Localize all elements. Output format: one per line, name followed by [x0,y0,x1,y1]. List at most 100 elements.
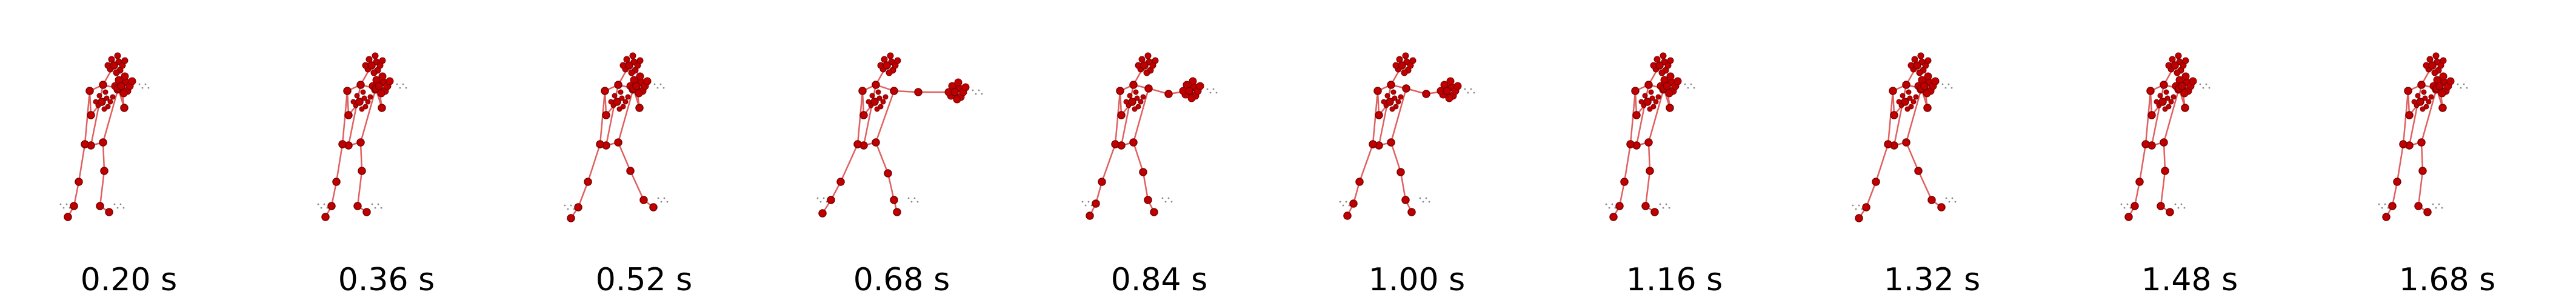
joint-marker [361,95,367,101]
joint-marker [858,87,867,95]
joint-marker [2446,77,2455,85]
joint-marker [1387,138,1395,147]
joint-marker [1910,99,1917,105]
joint-marker [2124,213,2133,221]
joint-marker [1902,81,1910,89]
motion-trail-dot [1087,201,1090,203]
skeleton-figure [59,52,150,221]
joint-marker [890,87,898,95]
joint-marker [1924,57,1932,64]
joint-marker [1920,82,1929,90]
joint-marker [629,52,636,59]
joint-marker [1642,93,1648,99]
bone-segment [335,144,344,182]
joint-marker [2162,106,2168,112]
joint-marker [1917,52,1924,59]
joint-marker [1152,57,1159,64]
motion-trail-dot [1464,88,1466,90]
motion-trail-dot [978,89,980,92]
joint-marker [344,111,353,119]
bone-segment [2402,90,2409,145]
time-label: 0.36 s [338,262,435,298]
motion-trail-dot [657,197,659,199]
motion-trail-dot [564,204,566,207]
joint-marker [99,81,107,89]
joint-marker [2163,89,2169,95]
bone-segment [356,170,363,207]
joint-marker [1401,196,1410,204]
joint-marker [96,93,102,99]
joint-marker [1896,99,1902,105]
pose-frame: 0.68 s [773,0,1030,303]
joint-marker [110,61,118,70]
motion-trail-dot [1954,201,1957,203]
motion-trail-dot [2435,207,2437,209]
joint-marker [1631,87,1640,95]
joint-marker [2160,138,2168,147]
joint-marker [869,93,875,99]
bone-segment [577,181,589,208]
joint-marker [1923,89,1931,98]
joint-marker [1409,57,1416,64]
joint-marker [332,178,341,186]
joint-marker [2423,208,2432,216]
time-label: 1.16 s [1626,262,1723,298]
joint-marker [121,72,129,81]
bone-segment [102,88,119,143]
motion-trail-dot [2432,203,2434,205]
joint-marker [614,81,622,89]
motion-trail-dot [1941,83,1944,85]
joint-marker [601,87,609,95]
joint-marker [914,88,923,96]
joint-marker [2141,140,2150,148]
joint-marker [1349,199,1358,208]
bone-segment [2144,90,2152,145]
bone-segment [1390,88,1407,143]
motion-trail-dot [65,203,68,205]
motion-trail-dot [2457,83,2459,85]
motion-trail-dot [2123,207,2126,209]
joint-marker [883,61,891,70]
joint-marker [1373,87,1382,95]
bone-segment [1917,170,1933,201]
joint-marker [365,99,371,105]
joint-marker [596,140,604,148]
joint-marker [2422,95,2428,101]
bone-segment [1905,88,1923,143]
joint-marker [1648,89,1654,95]
joint-marker [635,104,644,112]
joint-marker [1140,61,1149,70]
bone-segment [875,142,889,174]
joint-marker [639,196,648,204]
joint-marker [1644,81,1653,89]
joint-marker [1140,94,1146,100]
motion-trail-dot [1164,201,1167,203]
pose-frame: 1.32 s [1803,0,2061,303]
bone-segment [359,142,363,171]
bone-segment [2420,88,2438,143]
joint-marker [1673,77,1682,85]
motion-trail-dot [59,203,62,205]
joint-marker [101,106,107,112]
joint-marker [613,98,621,106]
joint-marker [2181,72,2190,81]
joint-marker [75,178,83,186]
joint-marker [2393,178,2401,186]
joint-marker [893,208,901,216]
motion-trail-dot [113,203,116,205]
motion-trail-dot [2460,87,2462,89]
joint-marker [70,202,78,210]
joint-marker [890,196,898,204]
joint-marker [338,140,347,148]
bone-segment [599,90,606,145]
motion-trail-dot [1339,201,1341,203]
bone-segment [1647,142,1651,171]
joint-marker [372,52,379,59]
joint-marker [1913,94,1919,100]
joint-marker [1884,140,1892,148]
joint-marker [1649,95,1655,101]
joint-marker [1667,57,1674,64]
joint-marker [2158,98,2167,106]
joint-marker [379,57,386,64]
bone-segment [2160,170,2166,207]
